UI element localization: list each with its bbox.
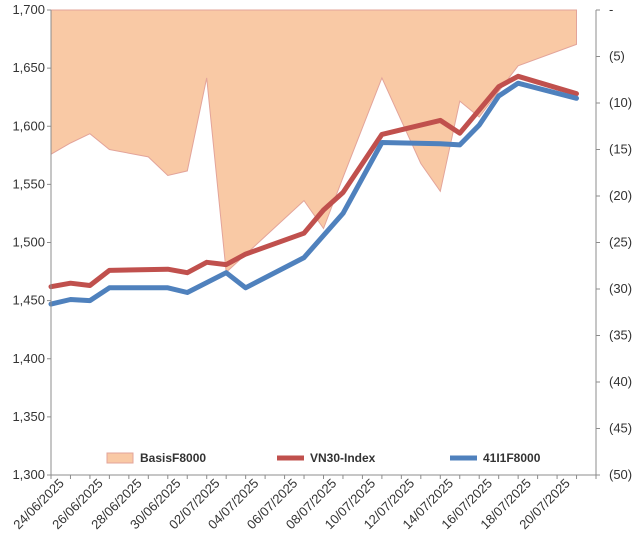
right-axis-tick-label: (35) (609, 328, 632, 343)
right-axis-tick-label: (10) (609, 95, 632, 110)
right-axis-tick-label: (20) (609, 188, 632, 203)
legend-label-basisf8000: BasisF8000 (140, 451, 206, 465)
legend: BasisF8000 VN30-Index 41I1F8000 (106, 451, 541, 465)
series-line-41i1f8000 (48, 80, 579, 307)
left-y-axis: 1,300 1,350 1,400 1,450 1,500 1,550 1,600 1,650… (12, 2, 52, 482)
series-line-vn30-index (48, 73, 579, 290)
left-axis-tick-label: 1,450 (12, 293, 45, 308)
right-axis-tick-label: (15) (609, 142, 632, 157)
right-axis-tick-label: (5) (609, 49, 625, 64)
left-axis-tick-label: 1,350 (12, 409, 45, 424)
left-axis-tick-label: 1,600 (12, 118, 45, 133)
right-axis-tick-label: (45) (609, 421, 632, 436)
right-y-axis: - (5) (10) (15) (20) (25) (30) (35) (40) (45) (50) (595, 2, 632, 482)
left-axis-tick-label: 1,300 (12, 467, 45, 482)
left-axis-tick-label: 1,400 (12, 351, 45, 366)
legend-label-41i1f8000: 41I1F8000 (483, 451, 541, 465)
left-axis-tick-label: 1,500 (12, 235, 45, 250)
left-axis-tick-label: 1,700 (12, 2, 45, 17)
right-axis-tick-label: (40) (609, 374, 632, 389)
left-axis-tick-label: 1,550 (12, 176, 45, 191)
legend-swatch-basisf8000 (106, 452, 134, 464)
right-axis-tick-label: - (609, 2, 613, 17)
plot-area (48, 9, 579, 307)
legend-label-vn30-index: VN30-Index (310, 451, 376, 465)
right-axis-tick-label: (50) (609, 467, 632, 482)
right-axis-tick-label: (25) (609, 235, 632, 250)
right-axis-tick-label: (30) (609, 281, 632, 296)
left-axis-tick-label: 1,650 (12, 60, 45, 75)
series-area-basisf8000 (50, 9, 577, 274)
